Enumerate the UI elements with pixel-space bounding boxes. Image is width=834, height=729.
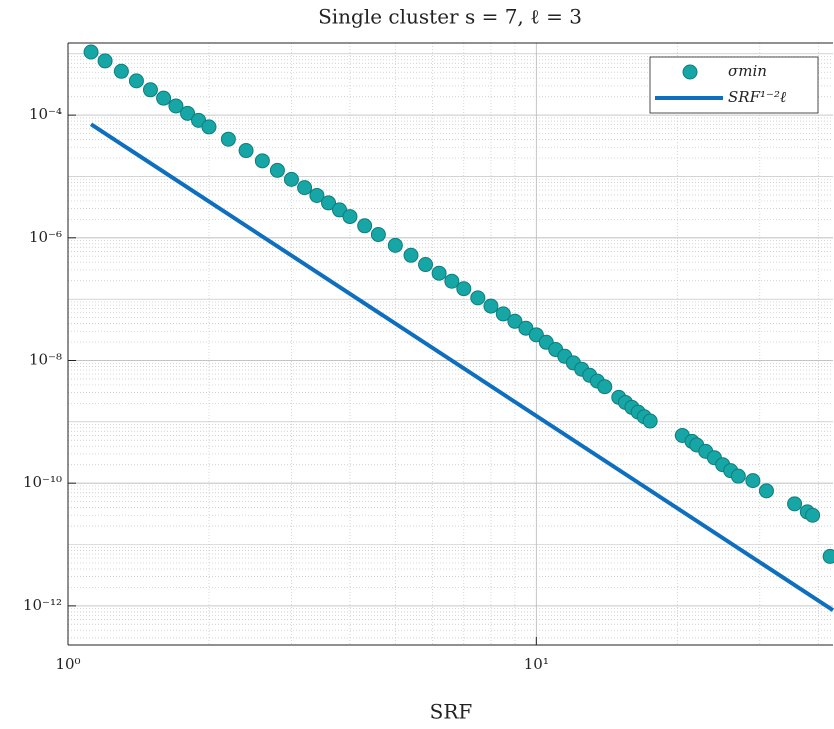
data-point	[156, 90, 172, 106]
legend-marker	[682, 64, 698, 80]
data-point	[822, 548, 834, 564]
x-tick-label: 10¹	[524, 655, 549, 673]
data-point	[387, 237, 403, 253]
data-point	[483, 298, 499, 314]
data-point	[283, 171, 299, 187]
data-point	[403, 247, 419, 263]
data-point	[220, 131, 236, 147]
plot-layer	[83, 44, 834, 612]
data-point	[470, 290, 486, 306]
data-point	[456, 281, 472, 297]
y-tick-label: 10⁻⁴	[29, 105, 62, 123]
data-point	[431, 265, 447, 281]
y-tick-label: 10⁻⁸	[29, 350, 62, 368]
x-axis-label: SRF	[430, 700, 473, 724]
data-point	[97, 53, 113, 69]
data-point	[418, 257, 434, 273]
data-point	[787, 496, 803, 512]
data-point	[495, 306, 511, 322]
data-point	[342, 209, 358, 225]
data-point	[642, 413, 658, 429]
chart-title: Single cluster s = 7, ℓ = 3	[318, 5, 582, 29]
data-point	[805, 507, 821, 523]
y-tick-label: 10⁻¹²	[23, 596, 62, 614]
data-point	[309, 187, 325, 203]
legend-label: SRF¹⁻²ℓ	[728, 88, 786, 106]
legend-label: σmin	[728, 62, 767, 80]
data-point	[507, 313, 523, 329]
data-point	[83, 44, 99, 60]
data-point	[201, 119, 217, 135]
data-point	[730, 468, 746, 484]
x-tick-label: 10⁰	[55, 655, 80, 673]
data-point	[254, 153, 270, 169]
y-tick-label: 10⁻¹⁰	[23, 473, 62, 491]
data-point	[142, 82, 158, 98]
data-point	[297, 180, 313, 196]
data-point	[128, 73, 144, 89]
data-point	[528, 327, 544, 343]
data-point	[745, 473, 761, 489]
data-point	[370, 227, 386, 243]
legend-box	[649, 56, 819, 114]
data-point	[113, 63, 129, 79]
data-point	[238, 143, 254, 159]
data-point	[758, 483, 774, 499]
data-line	[89, 122, 834, 612]
data-point	[180, 105, 196, 121]
y-tick-label: 10⁻⁶	[29, 228, 62, 246]
data-point	[444, 273, 460, 289]
data-point	[321, 195, 337, 211]
data-point	[168, 98, 184, 114]
data-point	[357, 218, 373, 234]
data-point	[597, 379, 613, 395]
data-point	[269, 162, 285, 178]
